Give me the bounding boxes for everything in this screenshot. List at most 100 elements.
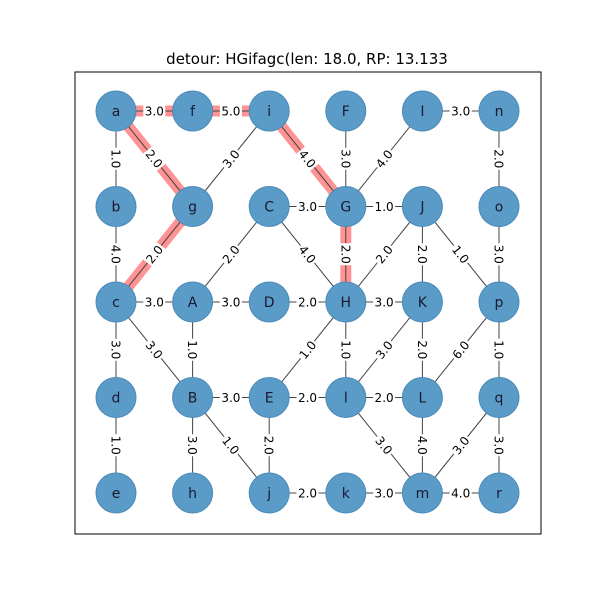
- edge-weight-text: 4.0: [109, 245, 123, 264]
- edge-weight-bg: [448, 336, 474, 363]
- edge-weight-text: 2.0: [415, 245, 429, 264]
- node-p: p: [478, 281, 520, 323]
- edge-weight-text: 2.0: [220, 243, 243, 267]
- edge-weight-bg: [448, 241, 474, 268]
- edge-weight-bg: [415, 338, 430, 361]
- edge-weight-a-b: 1.0: [109, 147, 123, 170]
- edge-weight-o-p: 3.0: [492, 243, 506, 266]
- edge-weight-text: 4.0: [296, 243, 319, 267]
- edge-weight-bg: [371, 241, 397, 268]
- edge-weight-text: 3.0: [375, 296, 394, 310]
- node-label: l: [344, 391, 348, 407]
- edge-weight-a-f: 3.0: [143, 104, 166, 119]
- edge-weight-text: 3.0: [221, 296, 240, 310]
- node-G: G: [325, 186, 367, 227]
- node-E: E: [248, 377, 290, 418]
- node-circle: [95, 90, 137, 132]
- node-label: J: [419, 200, 424, 216]
- edge-weight-E-j: 2.0: [262, 434, 277, 457]
- node-label: H: [341, 295, 352, 311]
- plot-frame: [74, 71, 542, 535]
- edge-weight-text: 2.0: [298, 487, 317, 501]
- node-circle: [325, 281, 367, 323]
- edge-weight-q-m: 3.0: [448, 432, 474, 459]
- edge-weight-text: 1.0: [492, 340, 506, 359]
- node-circle: [95, 186, 137, 227]
- node-label: b: [112, 200, 121, 216]
- node-circle: [248, 377, 290, 418]
- edge-weight-d-e: 1.0: [109, 434, 123, 457]
- edge-weight-bg: [415, 243, 430, 266]
- node-label: p: [495, 295, 504, 311]
- edge-weight-bg: [295, 241, 320, 268]
- edge-weight-b-c: 4.0: [109, 243, 123, 266]
- edge-weight-J-K: 2.0: [415, 243, 430, 266]
- node-label: m: [416, 486, 430, 502]
- node-circle: [95, 472, 137, 514]
- node-label: d: [112, 391, 121, 407]
- edge-weight-text: 3.0: [109, 340, 123, 359]
- node-a: a: [95, 90, 137, 132]
- edge-weight-bg: [218, 241, 244, 268]
- node-label: I: [420, 104, 424, 120]
- edge-weight-E-l: 2.0: [296, 390, 319, 405]
- edge-weight-bg: [373, 390, 396, 405]
- node-label: q: [495, 391, 504, 407]
- edge-weight-text: 1.0: [185, 340, 199, 359]
- edge-weight-i-g: 3.0: [218, 145, 244, 172]
- edge-weight-D-H: 2.0: [296, 295, 319, 310]
- edge-weight-bg: [371, 145, 397, 172]
- edge-weight-bg: [373, 199, 396, 214]
- node-n: n: [478, 90, 520, 132]
- edge-weight-bg: [109, 147, 123, 170]
- node-circle: [478, 281, 520, 323]
- edge-weight-text: 2.0: [375, 391, 394, 405]
- edge-weight-text: 3.0: [298, 200, 317, 214]
- node-j: j: [248, 472, 290, 514]
- edge-weight-bg: [262, 434, 277, 457]
- edge-weight-J-H: 2.0: [371, 241, 397, 268]
- edge-weight-text: 3.0: [373, 338, 396, 362]
- edge-weight-bg: [371, 432, 397, 459]
- node-label: o: [495, 200, 504, 216]
- edge-weight-text: 3.0: [221, 391, 240, 405]
- edge-weight-bg: [218, 432, 244, 459]
- edge-weight-bg: [338, 147, 353, 170]
- edge-weight-j-k: 2.0: [296, 486, 319, 501]
- edge-weight-bg: [141, 336, 167, 363]
- node-label: D: [264, 295, 275, 311]
- edge-weight-bg: [295, 145, 320, 172]
- node-label: i: [267, 104, 271, 120]
- node-b: b: [95, 186, 137, 227]
- edge-weight-bg: [185, 434, 200, 457]
- node-circle: [401, 377, 443, 418]
- edge-weight-bg: [296, 295, 319, 309]
- node-label: f: [190, 104, 196, 120]
- node-circle: [325, 377, 367, 418]
- node-c: c: [95, 281, 137, 323]
- node-g: g: [172, 186, 214, 227]
- edge-weight-K-L: 2.0: [415, 338, 430, 361]
- node-l: l: [325, 377, 367, 418]
- edge-weight-bg: [218, 145, 244, 172]
- edge-weight-c-A: 3.0: [143, 295, 166, 310]
- node-J: J: [401, 186, 443, 227]
- node-circle: [172, 281, 214, 323]
- node-label: a: [112, 104, 121, 120]
- edge-weight-H-l: 1.0: [338, 338, 353, 361]
- node-label: k: [342, 486, 351, 502]
- edge-weight-f-i: 5.0: [219, 104, 242, 119]
- edge-weight-J-p: 1.0: [448, 241, 474, 268]
- edge-weight-text: 2.0: [298, 296, 317, 310]
- edge-weight-text: 2.0: [415, 340, 429, 359]
- edge-weight-l-L: 2.0: [373, 390, 396, 405]
- edge-weight-A-B: 1.0: [185, 338, 200, 361]
- node-circle: [325, 186, 367, 227]
- edge-weight-bg: [143, 104, 166, 118]
- edge-weight-C-H: 4.0: [295, 241, 320, 268]
- edge-weight-text: 3.0: [142, 338, 165, 362]
- node-label: r: [496, 486, 502, 502]
- node-label: G: [340, 200, 351, 216]
- edge-weight-text: 1.0: [375, 200, 394, 214]
